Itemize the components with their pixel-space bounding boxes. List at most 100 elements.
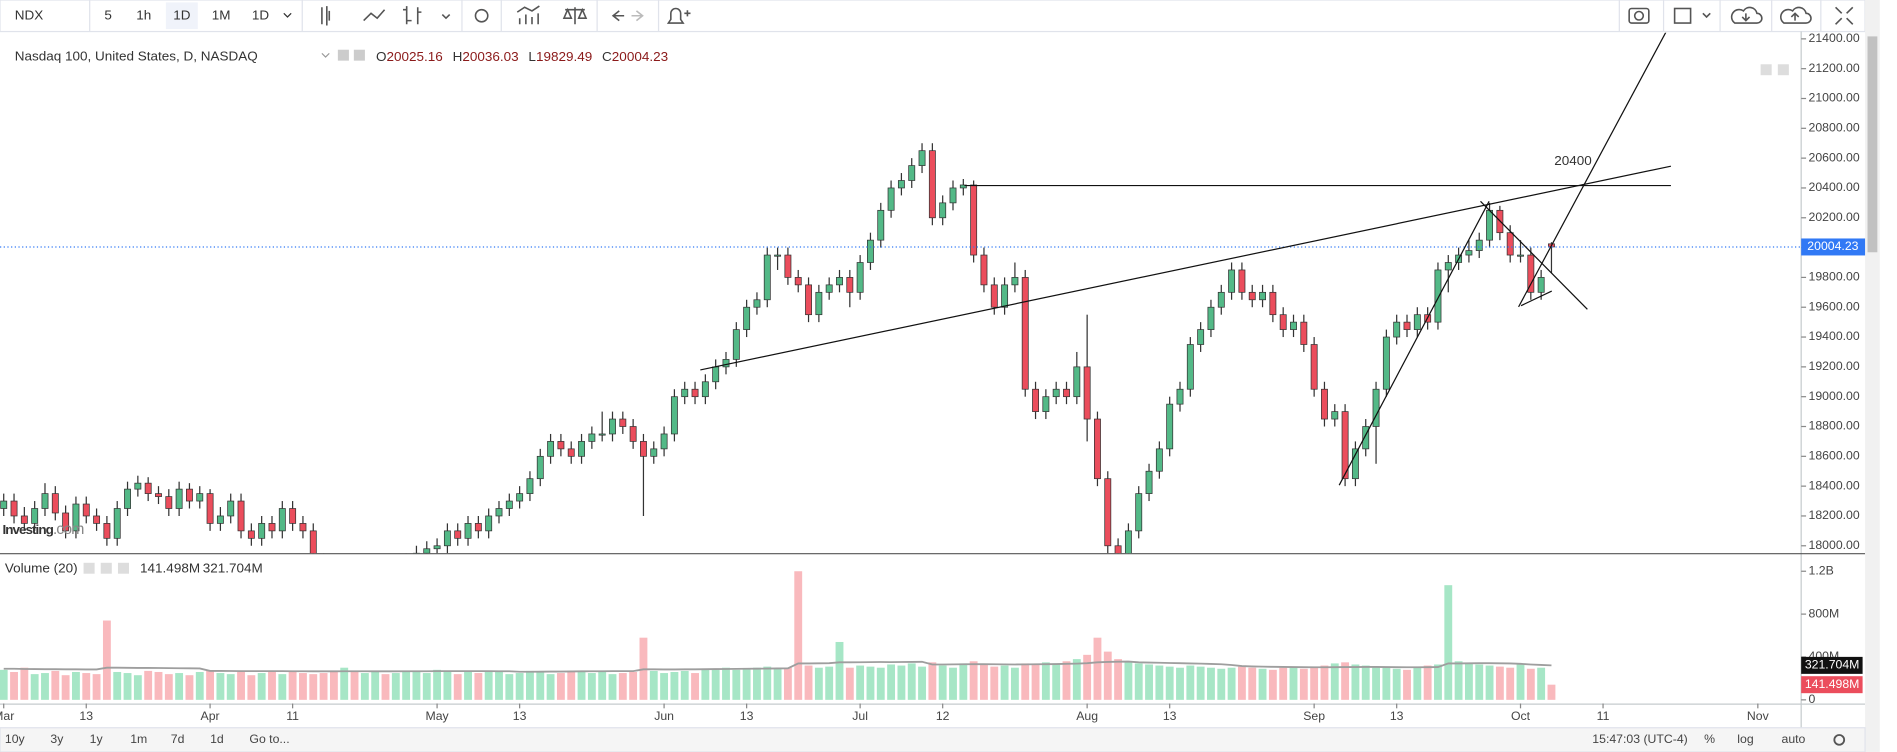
line-icon[interactable]	[363, 9, 386, 22]
legend-icon[interactable]	[117, 562, 130, 574]
candle-body	[1114, 545, 1122, 554]
volume-ma-legend: 321.704M	[203, 560, 263, 575]
range-button[interactable]: 1d	[210, 732, 224, 746]
bar-icon[interactable]	[402, 6, 422, 25]
volume-bar	[515, 673, 524, 700]
volume-bar	[722, 667, 730, 700]
candle-body	[609, 418, 616, 435]
candle-body	[557, 441, 565, 450]
cloud-load-icon[interactable]	[1730, 6, 1763, 24]
dropdown[interactable]	[1702, 12, 1711, 19]
volume-bar	[484, 670, 493, 700]
dropdown[interactable]	[321, 52, 330, 58]
volume-bar	[1052, 663, 1061, 700]
candle-body	[959, 184, 967, 189]
y-tick-label: 19400.00	[1809, 329, 1860, 343]
legend-icon[interactable]	[353, 49, 365, 61]
volume-bar	[1000, 665, 1009, 700]
ohlc-value: 19829.49	[536, 49, 592, 64]
indicator-icon[interactable]	[516, 5, 540, 25]
trend-line[interactable]	[1518, 18, 1674, 308]
toolbar-button[interactable]: 1D	[173, 7, 191, 22]
toolbar-button[interactable]: 5	[104, 7, 112, 22]
toolbar-button[interactable]: 1D	[252, 7, 270, 22]
volume-bar	[556, 673, 565, 700]
range-button[interactable]: 10y	[5, 732, 26, 746]
range-button[interactable]: 3y	[50, 732, 64, 746]
scale-button[interactable]: auto	[1782, 732, 1806, 746]
range-button[interactable]: Go to...	[249, 732, 289, 746]
legend-icon[interactable]	[337, 49, 349, 61]
trend-line[interactable]	[700, 165, 1672, 371]
volume-bar	[980, 664, 988, 700]
candle-body	[1032, 388, 1039, 412]
dropdown[interactable]	[441, 13, 451, 20]
candle-body	[629, 426, 637, 442]
toolbar-button[interactable]: 1h	[136, 7, 151, 22]
camera-icon[interactable]	[1628, 7, 1650, 24]
volume-bar	[1341, 662, 1350, 700]
candle-body	[186, 488, 193, 502]
volume-bar	[1289, 666, 1298, 700]
trend-line[interactable]	[1480, 200, 1588, 310]
redo-icon[interactable]	[631, 10, 644, 22]
candle-body	[526, 478, 534, 494]
alert-icon[interactable]	[666, 7, 691, 24]
candle-body	[124, 488, 131, 509]
layout-icon[interactable]	[1673, 7, 1692, 24]
candle-body	[82, 503, 90, 517]
toolbar-button[interactable]: NDX	[15, 7, 44, 22]
scale-button[interactable]: log	[1737, 732, 1753, 746]
candle-body	[1351, 448, 1359, 480]
volume-bar	[1423, 665, 1432, 700]
volume-bar	[1145, 664, 1153, 700]
volume-bar	[247, 675, 256, 700]
cloud-save-icon[interactable]	[1780, 6, 1812, 24]
bottom-bar	[0, 727, 1866, 752]
legend-icon[interactable]	[100, 562, 112, 574]
trend-line[interactable]	[1520, 290, 1553, 307]
volume-bar	[783, 667, 792, 700]
settings-icon[interactable]	[1833, 734, 1846, 746]
candle-body	[62, 512, 70, 532]
candle-icon[interactable]	[321, 6, 331, 26]
scale-button[interactable]: %	[1704, 732, 1715, 746]
candle-body	[805, 284, 812, 316]
volume-bar	[319, 673, 328, 700]
candle-body	[1300, 321, 1308, 345]
undo-icon[interactable]	[611, 10, 625, 22]
toolbar-button[interactable]: 1M	[212, 7, 231, 22]
candle-body	[877, 209, 885, 241]
volume-bar	[1454, 661, 1463, 700]
y-tick-label: 20800.00	[1809, 121, 1860, 135]
range-button[interactable]: 7d	[171, 732, 185, 746]
candle-body	[31, 508, 39, 524]
volume-bar	[1526, 668, 1535, 700]
range-button[interactable]: 1y	[90, 732, 104, 746]
y-tick-label: 21000.00	[1809, 91, 1860, 105]
scroll-thumb[interactable]	[1867, 36, 1878, 253]
settings-icon[interactable]	[474, 8, 489, 23]
volume-bar	[216, 673, 225, 700]
volume-bar	[309, 674, 318, 700]
candle-body	[258, 523, 266, 539]
candle-body	[1279, 314, 1287, 330]
candle-body	[918, 150, 926, 166]
fullscreen-icon[interactable]	[1835, 6, 1854, 25]
trend-line[interactable]	[1338, 201, 1490, 486]
candle-body	[1259, 291, 1266, 301]
volume-bar	[1330, 663, 1339, 700]
candle-body	[732, 329, 740, 360]
range-button[interactable]: 1m	[130, 732, 147, 746]
candle-body	[825, 284, 833, 293]
volume-bar	[1547, 684, 1556, 700]
volume-bar	[257, 673, 266, 700]
volume-bar	[1299, 668, 1308, 700]
pane-button[interactable]	[1760, 64, 1772, 76]
dropdown[interactable]	[283, 12, 292, 18]
legend-icon[interactable]	[83, 562, 95, 574]
pane-button[interactable]	[1777, 64, 1789, 76]
compare-icon[interactable]	[562, 7, 588, 25]
candle-body	[1362, 426, 1370, 450]
